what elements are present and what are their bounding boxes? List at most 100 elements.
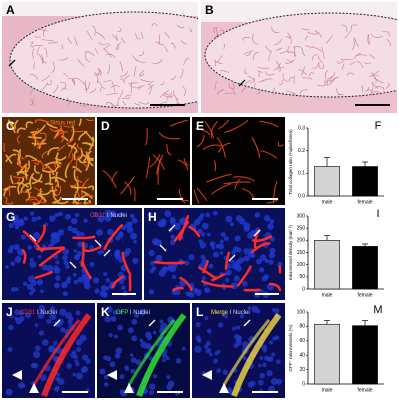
- texture: [239, 314, 245, 319]
- texture: [116, 99, 119, 106]
- texture: [64, 163, 70, 178]
- texture: [224, 251, 230, 271]
- texture: [178, 215, 190, 241]
- texture: [38, 28, 48, 32]
- texture: [372, 91, 382, 96]
- texture: [206, 173, 232, 183]
- texture: [99, 290, 107, 298]
- texture: [94, 72, 99, 84]
- bar: [314, 240, 340, 290]
- texture: [110, 315, 117, 322]
- texture: [29, 260, 37, 268]
- texture: [63, 260, 69, 265]
- texture: [205, 212, 211, 218]
- texture: [54, 182, 60, 193]
- texture: [13, 176, 25, 179]
- texture: [46, 318, 52, 324]
- texture: [269, 247, 276, 254]
- texture: [247, 251, 254, 258]
- texture: [76, 372, 84, 380]
- y-tick-label: 80: [299, 324, 305, 330]
- arrow: [168, 224, 176, 232]
- texture: [62, 255, 68, 261]
- texture: [254, 83, 260, 90]
- texture: [9, 127, 17, 130]
- texture: [86, 118, 94, 122]
- texture: [59, 57, 68, 61]
- texture: [74, 193, 80, 204]
- texture: [136, 313, 187, 398]
- bar: [352, 246, 378, 290]
- texture: [39, 160, 44, 169]
- texture: [218, 119, 229, 130]
- micrograph: [192, 117, 285, 205]
- texture: [74, 212, 80, 218]
- micrograph: [2, 117, 95, 205]
- texture: [7, 119, 13, 127]
- texture: [170, 42, 176, 49]
- texture: [89, 262, 95, 267]
- texture: [301, 77, 313, 80]
- texture: [104, 209, 112, 217]
- texture: [85, 200, 90, 205]
- texture: [382, 31, 390, 37]
- texture: [344, 29, 353, 39]
- texture: [103, 374, 109, 380]
- texture: [119, 231, 123, 235]
- texture: [273, 181, 278, 204]
- arrowhead: [12, 370, 22, 380]
- texture: [97, 67, 103, 74]
- texture: [36, 279, 44, 286]
- texture: [224, 277, 230, 283]
- texture: [286, 90, 296, 95]
- texture: [53, 85, 59, 94]
- texture: [67, 37, 73, 44]
- texture: [8, 313, 14, 319]
- texture: [46, 265, 54, 273]
- texture: [14, 316, 19, 321]
- panel-label: M: [373, 304, 382, 316]
- texture: [214, 81, 218, 90]
- texture: [234, 333, 240, 340]
- texture: [29, 198, 41, 203]
- texture: [130, 357, 137, 363]
- texture: [236, 265, 252, 287]
- texture: [161, 358, 166, 363]
- stain-part: Merge: [211, 310, 229, 316]
- texture: [53, 132, 65, 140]
- texture: [229, 222, 234, 227]
- texture: [54, 161, 57, 168]
- texture: [204, 287, 208, 292]
- texture: [173, 90, 179, 101]
- texture: [46, 79, 52, 85]
- texture: [193, 287, 199, 294]
- texture: [182, 85, 186, 97]
- arrow: [243, 319, 251, 327]
- texture: [223, 181, 251, 185]
- texture: [121, 96, 131, 100]
- texture: [58, 129, 69, 133]
- texture: [103, 79, 112, 83]
- texture: [30, 211, 35, 216]
- texture: [163, 94, 175, 98]
- texture: [67, 144, 78, 153]
- texture: [103, 224, 124, 251]
- texture: [30, 363, 36, 369]
- texture: [34, 323, 39, 328]
- texture: [20, 234, 26, 240]
- texture: [47, 41, 58, 44]
- texture: [117, 324, 123, 331]
- texture: [132, 55, 137, 61]
- texture: [217, 243, 225, 250]
- texture: [139, 72, 145, 77]
- texture: [208, 263, 214, 269]
- texture: [73, 254, 80, 261]
- texture: [222, 369, 229, 375]
- texture: [25, 154, 38, 161]
- texture: [34, 345, 41, 352]
- panel-label: L: [196, 305, 203, 319]
- texture: [4, 197, 8, 203]
- texture: [114, 352, 121, 359]
- texture: [106, 93, 118, 96]
- texture: [314, 30, 322, 38]
